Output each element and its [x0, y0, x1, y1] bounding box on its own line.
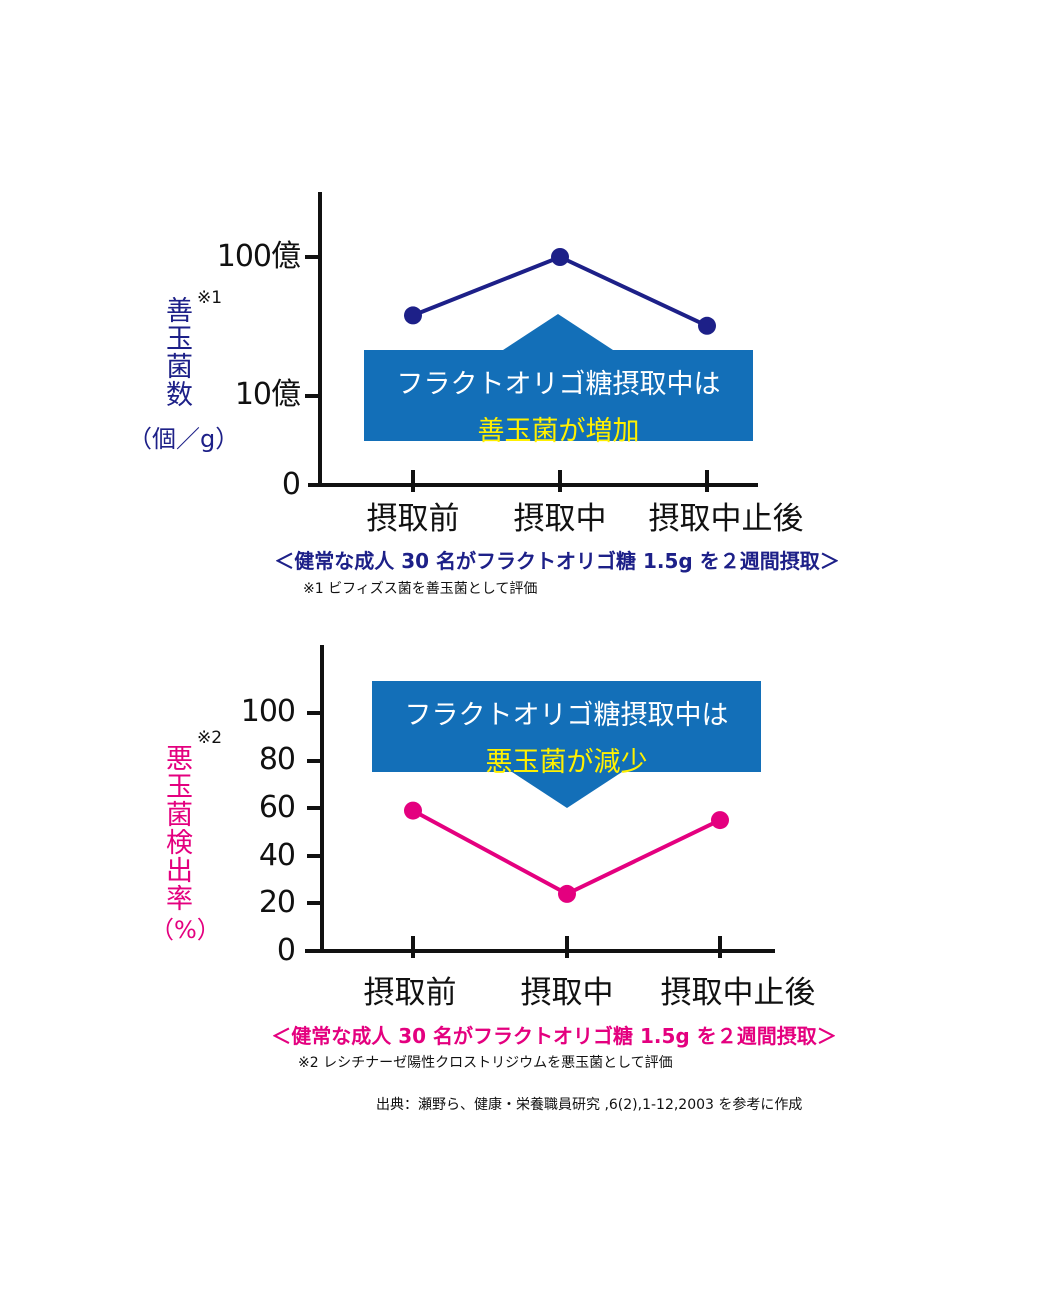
callout-pointer — [512, 772, 622, 808]
data-point — [711, 811, 729, 830]
y-tick-label: 60 — [258, 790, 296, 825]
x-label: 摂取前 — [366, 501, 460, 537]
x-label: 摂取中止後 — [660, 975, 816, 1011]
y-axis-unit: （%） — [150, 916, 221, 944]
callout-line2: 善玉菌が増加 — [477, 416, 640, 447]
y-tick-label: 20 — [258, 885, 296, 920]
y-axis-note: ※2 — [197, 728, 223, 748]
callout-pointer — [503, 314, 613, 350]
x-label: 摂取前 — [363, 975, 457, 1011]
y-tick-label-100oku: 100億 — [216, 239, 301, 274]
series-line — [412, 808, 721, 897]
y-tick-label: 80 — [258, 742, 296, 777]
callout-box: フラクトオリゴ糖摂取中は 悪玉菌が減少 — [372, 681, 761, 778]
data-point — [551, 248, 569, 266]
x-label: 摂取中 — [520, 975, 614, 1011]
x-label: 摂取中止後 — [648, 501, 804, 537]
x-label: 摂取中 — [513, 501, 607, 537]
footnote: ※2 レシチナーゼ陽性クロストリジウムを悪玉菌として評価 — [298, 1055, 673, 1071]
y-axis-note: ※1 — [197, 288, 223, 308]
callout-line2: 悪玉菌が減少 — [485, 747, 648, 778]
callout-line1: フラクトオリゴ糖摂取中は — [404, 700, 729, 731]
y-axis-title: 悪玉菌検出率 — [161, 744, 192, 912]
data-point — [558, 884, 576, 903]
y-axis-title: 善玉菌数 — [161, 296, 192, 408]
data-point — [698, 316, 716, 335]
source-citation: 出典：瀬野ら、健康・栄養職員研究 ,6(2),1-12,2003 を参考に作成 — [376, 1097, 803, 1113]
callout-box-bg — [372, 681, 761, 772]
data-point — [404, 306, 422, 325]
y-tick-label: 100 — [240, 694, 296, 729]
footnote: ※1 ビフィズス菌を善玉菌として評価 — [303, 581, 538, 597]
callout-line1: フラクトオリゴ糖摂取中は — [396, 369, 721, 400]
y-axis-unit: （個／g） — [128, 425, 240, 453]
data-point — [404, 801, 422, 820]
chart-caption: ＜健常な成人 30 名がフラクトオリゴ糖 1.5g を２週間摂取＞ — [274, 549, 840, 573]
callout-box-bg — [364, 350, 753, 441]
y-tick-label-10oku: 10億 — [234, 377, 301, 412]
y-tick-label: 0 — [276, 933, 296, 968]
callout-box: フラクトオリゴ糖摂取中は 善玉菌が増加 — [364, 350, 753, 447]
chart-caption: ＜健常な成人 30 名がフラクトオリゴ糖 1.5g を２週間摂取＞ — [271, 1024, 837, 1048]
y-tick-label: 40 — [258, 838, 296, 873]
y-tick-label-0: 0 — [281, 467, 301, 502]
